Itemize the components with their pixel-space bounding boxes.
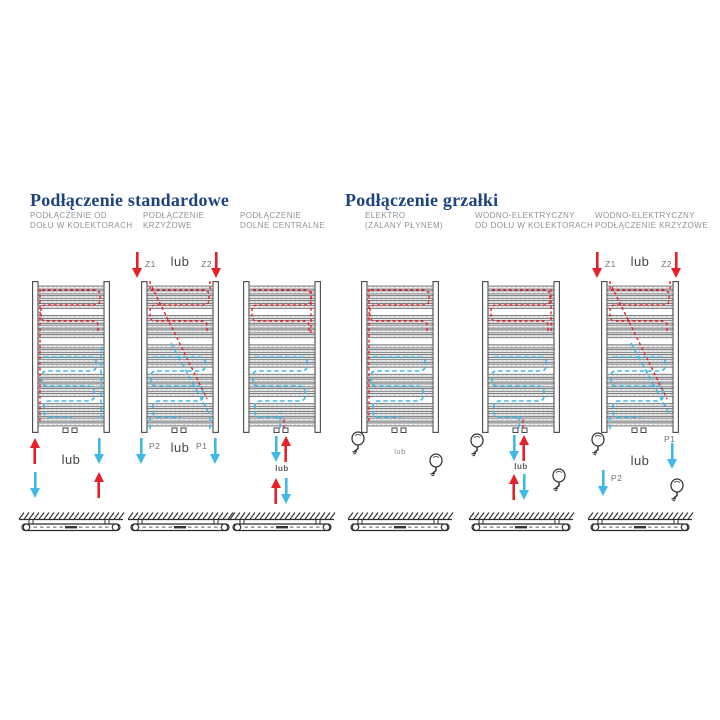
electric-heater-plug-icon: [552, 468, 566, 492]
port-label-p1: P1: [664, 434, 676, 444]
flow-arrow-blue-down-right: [93, 438, 105, 464]
radiator-graphic: [141, 281, 219, 433]
diagram-label-line: PODŁĄCZENIE: [143, 211, 205, 220]
diagram-label: WODNO-ELEKTRYCZNY PODŁĄCZENIE KRZYŻOWE: [595, 211, 708, 230]
diagram-label-line: OD DOŁU W KOLEKTORACH: [475, 220, 594, 230]
supply-arrow-right: [670, 252, 682, 278]
or-label: lub: [170, 440, 190, 455]
heater-right: [669, 478, 687, 502]
diagram-label-line: PODŁĄCZENIE KRZYŻOWE: [595, 220, 709, 230]
heater-right: [428, 453, 446, 477]
wall-mount-graphic: [18, 512, 125, 532]
return-arrow-left: [135, 438, 147, 464]
central-arrow-red-up-alt: [508, 474, 520, 500]
electric-heater-plug-icon: [351, 431, 365, 455]
flow-arrow-red-up-left: [29, 438, 41, 464]
central-arrow-blue-down: [508, 435, 520, 461]
radiator-graphic: [32, 281, 110, 433]
diagram-label: PODŁĄCZENIE DOLNE CENTRALNE: [240, 211, 325, 230]
port-label-p2: P2: [149, 441, 161, 451]
radiator: [32, 281, 110, 433]
wall-mount-graphic: [468, 512, 575, 532]
or-label: lub: [61, 452, 81, 467]
section-title-standard: Podłączenie standardowe: [30, 189, 230, 210]
wall-mount-graphic: [127, 512, 234, 532]
or-label: lub: [514, 462, 528, 471]
wall-mount-graphic: [229, 512, 336, 532]
diagram-label: PODŁĄCZENIE OD DOŁU W KOLEKTORACH: [30, 211, 133, 230]
diagram-electric: ELEKTRO (ZALANY PŁYNEM) lub: [344, 211, 456, 550]
flow-arrow-red-up-right: [93, 472, 105, 498]
heater-right: [551, 468, 569, 492]
wall-mount-graphic: [347, 512, 454, 532]
electric-heater-plug-icon: [429, 453, 443, 477]
radiator: [482, 281, 560, 433]
central-arrow-blue-down-alt: [518, 474, 530, 500]
radiator: [141, 281, 219, 433]
diagram-water-electric-collectors: WODNO-ELEKTRYCZNY OD DOŁU W KOLEKTORACH l…: [465, 211, 593, 550]
diagram-bottom-central: PODŁĄCZENIE DOLNE CENTRALNE lub: [226, 211, 338, 550]
or-label: lub: [630, 254, 650, 269]
radiator: [361, 281, 439, 433]
electric-heater-plug-icon: [470, 433, 484, 457]
diagram-label-line: DOŁU W KOLEKTORACH: [30, 220, 133, 230]
diagram-cross: PODŁĄCZENIE KRZYŻOWE Z1 lub Z2 P2 lub P1: [124, 211, 236, 550]
radiator-graphic: [361, 281, 439, 433]
wall-mount: [346, 512, 454, 533]
central-arrow-red-up: [518, 435, 530, 461]
wall-mount: [467, 512, 575, 533]
diagram-label-line: PODŁĄCZENIE: [240, 211, 302, 220]
central-arrow-blue-down-alt: [280, 478, 292, 504]
or-label: lub: [394, 447, 406, 456]
or-label: lub: [170, 254, 190, 269]
electric-heater-plug-icon: [591, 432, 605, 456]
or-label: lub: [630, 453, 650, 468]
radiator-graphic: [482, 281, 560, 433]
heater-left: [590, 432, 608, 456]
central-arrow-red-up-alt: [270, 478, 282, 504]
diagram-label: ELEKTRO (ZALANY PŁYNEM): [365, 211, 443, 230]
supply-arrow-left: [131, 252, 143, 278]
supply-arrow-right: [210, 252, 222, 278]
diagram-bottom-collectors: PODŁĄCZENIE OD DOŁU W KOLEKTORACH lub: [15, 211, 132, 550]
flow-arrow-blue-down-left: [29, 472, 41, 498]
radiator-graphic: [243, 281, 321, 433]
diagram-label-line: KRZYŻOWE: [143, 220, 192, 230]
return-arrow-right: [209, 438, 221, 464]
port-label-p1: P1: [196, 441, 208, 451]
radiator: [243, 281, 321, 433]
diagram-label-line: WODNO-ELEKTRYCZNY: [595, 211, 695, 220]
diagram-label: WODNO-ELEKTRYCZNY OD DOŁU W KOLEKTORACH: [475, 211, 593, 230]
diagram-water-electric-cross: WODNO-ELEKTRYCZNY PODŁĄCZENIE KRZYŻOWE Z1…: [584, 211, 708, 550]
central-arrow-blue-down: [270, 436, 282, 462]
diagram-label: PODŁĄCZENIE KRZYŻOWE: [143, 211, 204, 230]
diagram-label-line: DOLNE CENTRALNE: [240, 220, 325, 230]
supply-arrow-left: [591, 252, 603, 278]
return-arrow-p2: [597, 470, 609, 496]
wall-mount: [126, 512, 234, 533]
or-label: lub: [275, 464, 289, 473]
diagram-label-line: ELEKTRO: [365, 211, 406, 220]
return-arrow-p1: [666, 443, 678, 469]
port-label-z1: Z1: [145, 259, 156, 269]
wall-mount-graphic: [587, 512, 694, 532]
section-title-heater: Podłączenie grzałki: [345, 189, 499, 210]
wall-mount: [17, 512, 125, 533]
radiator: [601, 281, 679, 433]
port-label-z2: Z2: [661, 259, 672, 269]
diagram-label-line: WODNO-ELEKTRYCZNY: [475, 211, 575, 220]
central-arrow-red-up: [280, 436, 292, 462]
port-label-z2: Z2: [201, 259, 212, 269]
wall-mount: [228, 512, 336, 533]
diagram-label-line: PODŁĄCZENIE OD: [30, 211, 107, 220]
heater-left: [350, 431, 368, 455]
diagram-label-line: (ZALANY PŁYNEM): [365, 220, 444, 230]
wall-mount: [586, 512, 694, 533]
port-label-z1: Z1: [605, 259, 616, 269]
heater-left: [469, 433, 487, 457]
port-label-p2: P2: [611, 473, 623, 483]
electric-heater-plug-icon: [670, 478, 684, 502]
radiator-graphic: [601, 281, 679, 433]
